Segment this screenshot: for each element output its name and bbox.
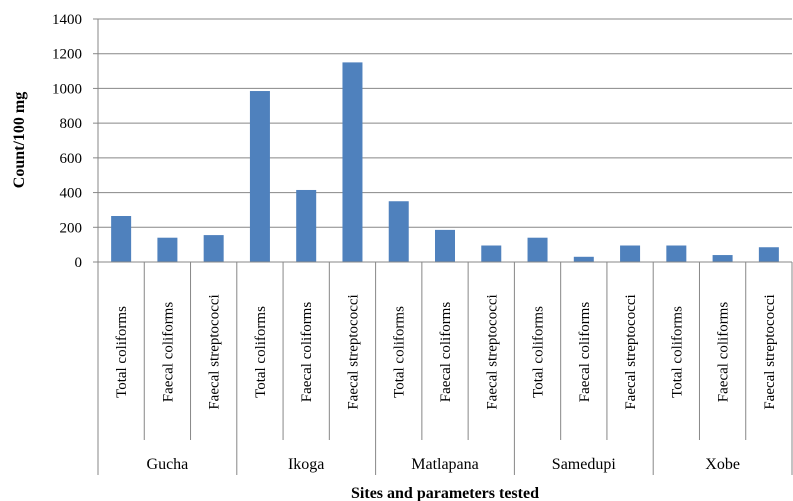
category-label: Faecal coliforms (160, 302, 176, 403)
bar (666, 245, 687, 262)
bar (758, 247, 779, 262)
bar (481, 245, 502, 262)
category-label: Total coliforms (253, 306, 269, 398)
bar (573, 256, 594, 262)
bar (249, 91, 270, 263)
category-label: Faecal streptococci (207, 294, 223, 409)
category-label: Faecal coliforms (716, 302, 732, 403)
category-label: Total coliforms (114, 306, 130, 398)
x-axis-title: Sites and parameters tested (351, 485, 539, 501)
y-tick-labels: 0 200 400 600 800 1000 1200 1400 (52, 12, 82, 271)
bar (435, 229, 455, 262)
bar (296, 189, 317, 262)
category-label: Faecal streptococci (484, 294, 500, 409)
category-label: Faecal streptococci (762, 294, 778, 409)
category-label: Faecal coliforms (577, 302, 593, 403)
site-label: Xobe (705, 456, 740, 473)
y-tick-label: 0 (75, 255, 83, 271)
category-label: Total coliforms (669, 306, 685, 398)
y-tick-label: 600 (60, 151, 83, 167)
bar (157, 237, 178, 262)
site-label: Gucha (147, 456, 189, 473)
y-tick-label: 1400 (52, 12, 82, 28)
gridlines (98, 18, 792, 228)
site-label: Matlapana (411, 456, 479, 473)
bar (388, 201, 409, 262)
y-axis-title: Count/100 mg (11, 92, 28, 188)
category-labels: Total coliforms Faecal coliforms Faecal st… (114, 294, 778, 409)
y-tick-label: 800 (60, 116, 83, 132)
y-tick-label: 1200 (52, 47, 82, 63)
category-label: Faecal streptococci (345, 294, 361, 409)
axes (93, 18, 793, 475)
category-label: Faecal coliforms (299, 302, 315, 403)
y-tick-label: 400 (60, 186, 83, 202)
site-labels: Gucha Ikoga Matlapana Samedupi Xobe (147, 456, 740, 473)
site-label: Samedupi (552, 456, 617, 473)
bar (620, 245, 641, 262)
category-label: Faecal streptococci (623, 294, 639, 409)
category-label: Total coliforms (392, 306, 408, 398)
y-tick-label: 200 (60, 220, 83, 236)
bar (527, 237, 548, 262)
site-label: Ikoga (288, 456, 324, 473)
category-label: Total coliforms (531, 306, 547, 398)
bar (111, 216, 132, 262)
y-tick-label: 1000 (52, 81, 82, 97)
category-label: Faecal coliforms (438, 302, 454, 403)
bar (342, 62, 363, 263)
bar (712, 255, 733, 262)
bar (203, 235, 224, 262)
bars (111, 62, 779, 263)
